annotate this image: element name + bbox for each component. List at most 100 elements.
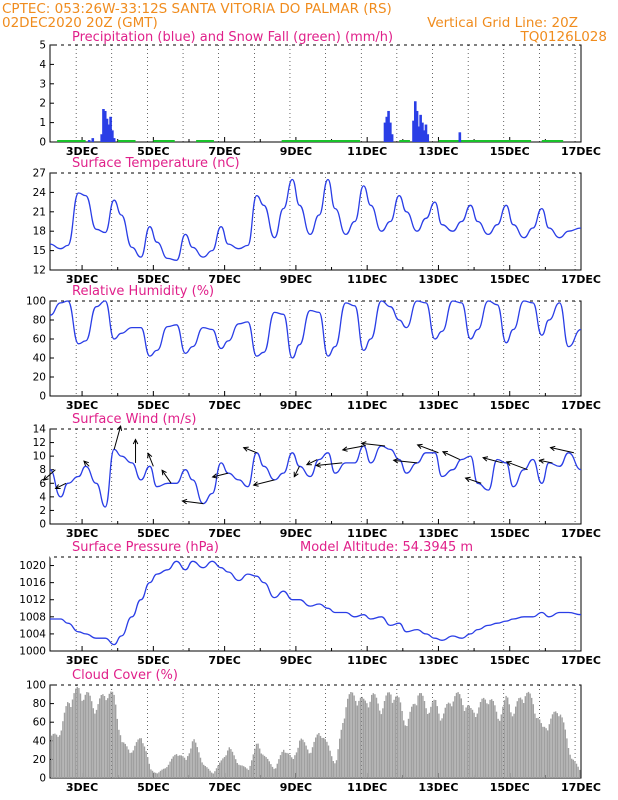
cloud-bar <box>244 767 246 778</box>
cloud-bar <box>361 696 363 778</box>
cloud-bar <box>115 704 117 778</box>
cloud-bar <box>179 755 181 778</box>
cloud-bar <box>57 736 59 778</box>
cloud-bar <box>110 691 112 778</box>
cloud-bar <box>87 692 90 778</box>
cloud-bar <box>233 755 235 778</box>
precip-xtick-label: 13DEC <box>418 145 458 158</box>
cloud-bar <box>78 688 80 778</box>
cloud-bar <box>257 743 259 778</box>
cloud-bar <box>217 765 219 778</box>
cloud-bar <box>307 749 309 778</box>
cloud-bar <box>491 699 493 778</box>
rh-xtick-label: 7DEC <box>208 399 240 412</box>
cloud-bar <box>420 693 422 778</box>
temp-title: Surface Temperature (nC) <box>72 156 240 171</box>
cloud-bar <box>132 750 134 778</box>
cloud-bar <box>399 702 402 778</box>
pres-panel: 1000 1004 1008 1012 1016 1020 3DEC 5DEC 7DEC 9DEC… <box>19 556 601 667</box>
cloud-bar <box>579 769 581 778</box>
precip-xtick-label: 5DEC <box>137 145 169 158</box>
cloud-bar <box>209 770 211 778</box>
cloud-bar <box>52 733 54 778</box>
cloud-ytick-label: 0 <box>39 773 46 785</box>
cloud-xtick-label: 3DEC <box>66 781 98 794</box>
cloud-bar <box>94 713 96 778</box>
precip-bar <box>112 138 116 142</box>
cloud-bar <box>449 703 451 778</box>
cloud-bar <box>574 761 576 778</box>
wind-vector-head <box>42 475 49 481</box>
cloud-xtick-label: 9DEC <box>280 781 312 794</box>
cloud-bar <box>518 698 520 778</box>
cloud-bar <box>275 768 277 778</box>
wind-vector-head <box>132 438 139 445</box>
precip-ytick-label: 5 <box>39 40 46 52</box>
cloud-bar <box>225 755 227 778</box>
cloud-bar <box>339 738 341 778</box>
cloud-bar <box>86 692 88 778</box>
precip-bar <box>458 132 462 142</box>
rh-ytick-label: 20 <box>33 372 46 384</box>
cloud-bar <box>159 770 162 778</box>
cloud-bar <box>513 713 515 778</box>
rh-panel: 0 20 40 60 80 100 3DEC 5DEC 7DEC 9DEC 11DEC 13DEC 15… <box>26 296 601 413</box>
rh-xtick-label: 3DEC <box>66 399 98 412</box>
precip-bar <box>383 122 387 142</box>
cloud-bar <box>499 720 501 778</box>
precip-bar <box>426 134 430 142</box>
pres-xtick-label: 15DEC <box>490 654 530 667</box>
cloud-bar <box>551 714 554 778</box>
cloud-bar <box>556 713 558 778</box>
pres-frame <box>49 556 582 652</box>
cloud-bar <box>444 707 446 778</box>
cloud-bar <box>259 748 261 778</box>
cloud-bar <box>247 769 250 778</box>
wind-vector-head <box>464 476 471 482</box>
temp-ytick-label: 27 <box>33 168 46 180</box>
cloud-bar <box>199 757 202 778</box>
cloud-bar <box>435 700 437 778</box>
rh-ytick-label: 40 <box>33 353 46 365</box>
cloud-bar <box>521 699 523 778</box>
cloud-bar <box>100 695 102 778</box>
cloud-bar <box>126 746 128 778</box>
cloud-bar <box>91 701 93 778</box>
temp-ytick-label: 21 <box>33 206 46 218</box>
precip-ytick-label: 4 <box>39 59 46 71</box>
cloud-bar <box>107 698 109 778</box>
pres-xtick-label: 9DEC <box>280 654 312 667</box>
precip-bar <box>390 134 394 142</box>
precip-ytick-label: 2 <box>39 98 46 110</box>
cloud-bar <box>311 747 314 778</box>
wind-vector-head <box>482 456 489 462</box>
cloud-bar <box>374 694 376 778</box>
cloud-bar <box>372 693 374 778</box>
temp-ytick-label: 18 <box>33 226 46 238</box>
cloud-bar <box>99 698 101 778</box>
cloud-bar <box>475 717 477 778</box>
cloud-bar <box>492 701 494 778</box>
pres-ytick-label: 1020 <box>19 560 46 572</box>
cloud-bar <box>167 764 170 778</box>
cloud-bar <box>135 742 138 778</box>
cloud-bar <box>249 765 251 778</box>
precip-bar <box>91 138 95 142</box>
precip-bar <box>385 116 389 142</box>
cloud-bar <box>281 751 283 778</box>
cloud-bar <box>409 711 411 778</box>
wind-vector-head <box>441 451 448 457</box>
cloud-bar <box>326 741 328 778</box>
cloud-bar <box>198 752 200 778</box>
cloud-bar <box>75 688 77 778</box>
wind-vector-head <box>293 471 299 478</box>
wind-vector-head <box>252 481 259 487</box>
cloud-bar <box>425 708 427 778</box>
cloud-bar <box>116 718 118 778</box>
cloud-bar <box>203 764 205 778</box>
precip-ytick-label: 1 <box>39 117 46 129</box>
wind-vector-head <box>161 469 167 476</box>
cloud-bar <box>364 700 366 778</box>
cloud-bar <box>545 728 547 778</box>
cloud-bar <box>236 763 238 778</box>
